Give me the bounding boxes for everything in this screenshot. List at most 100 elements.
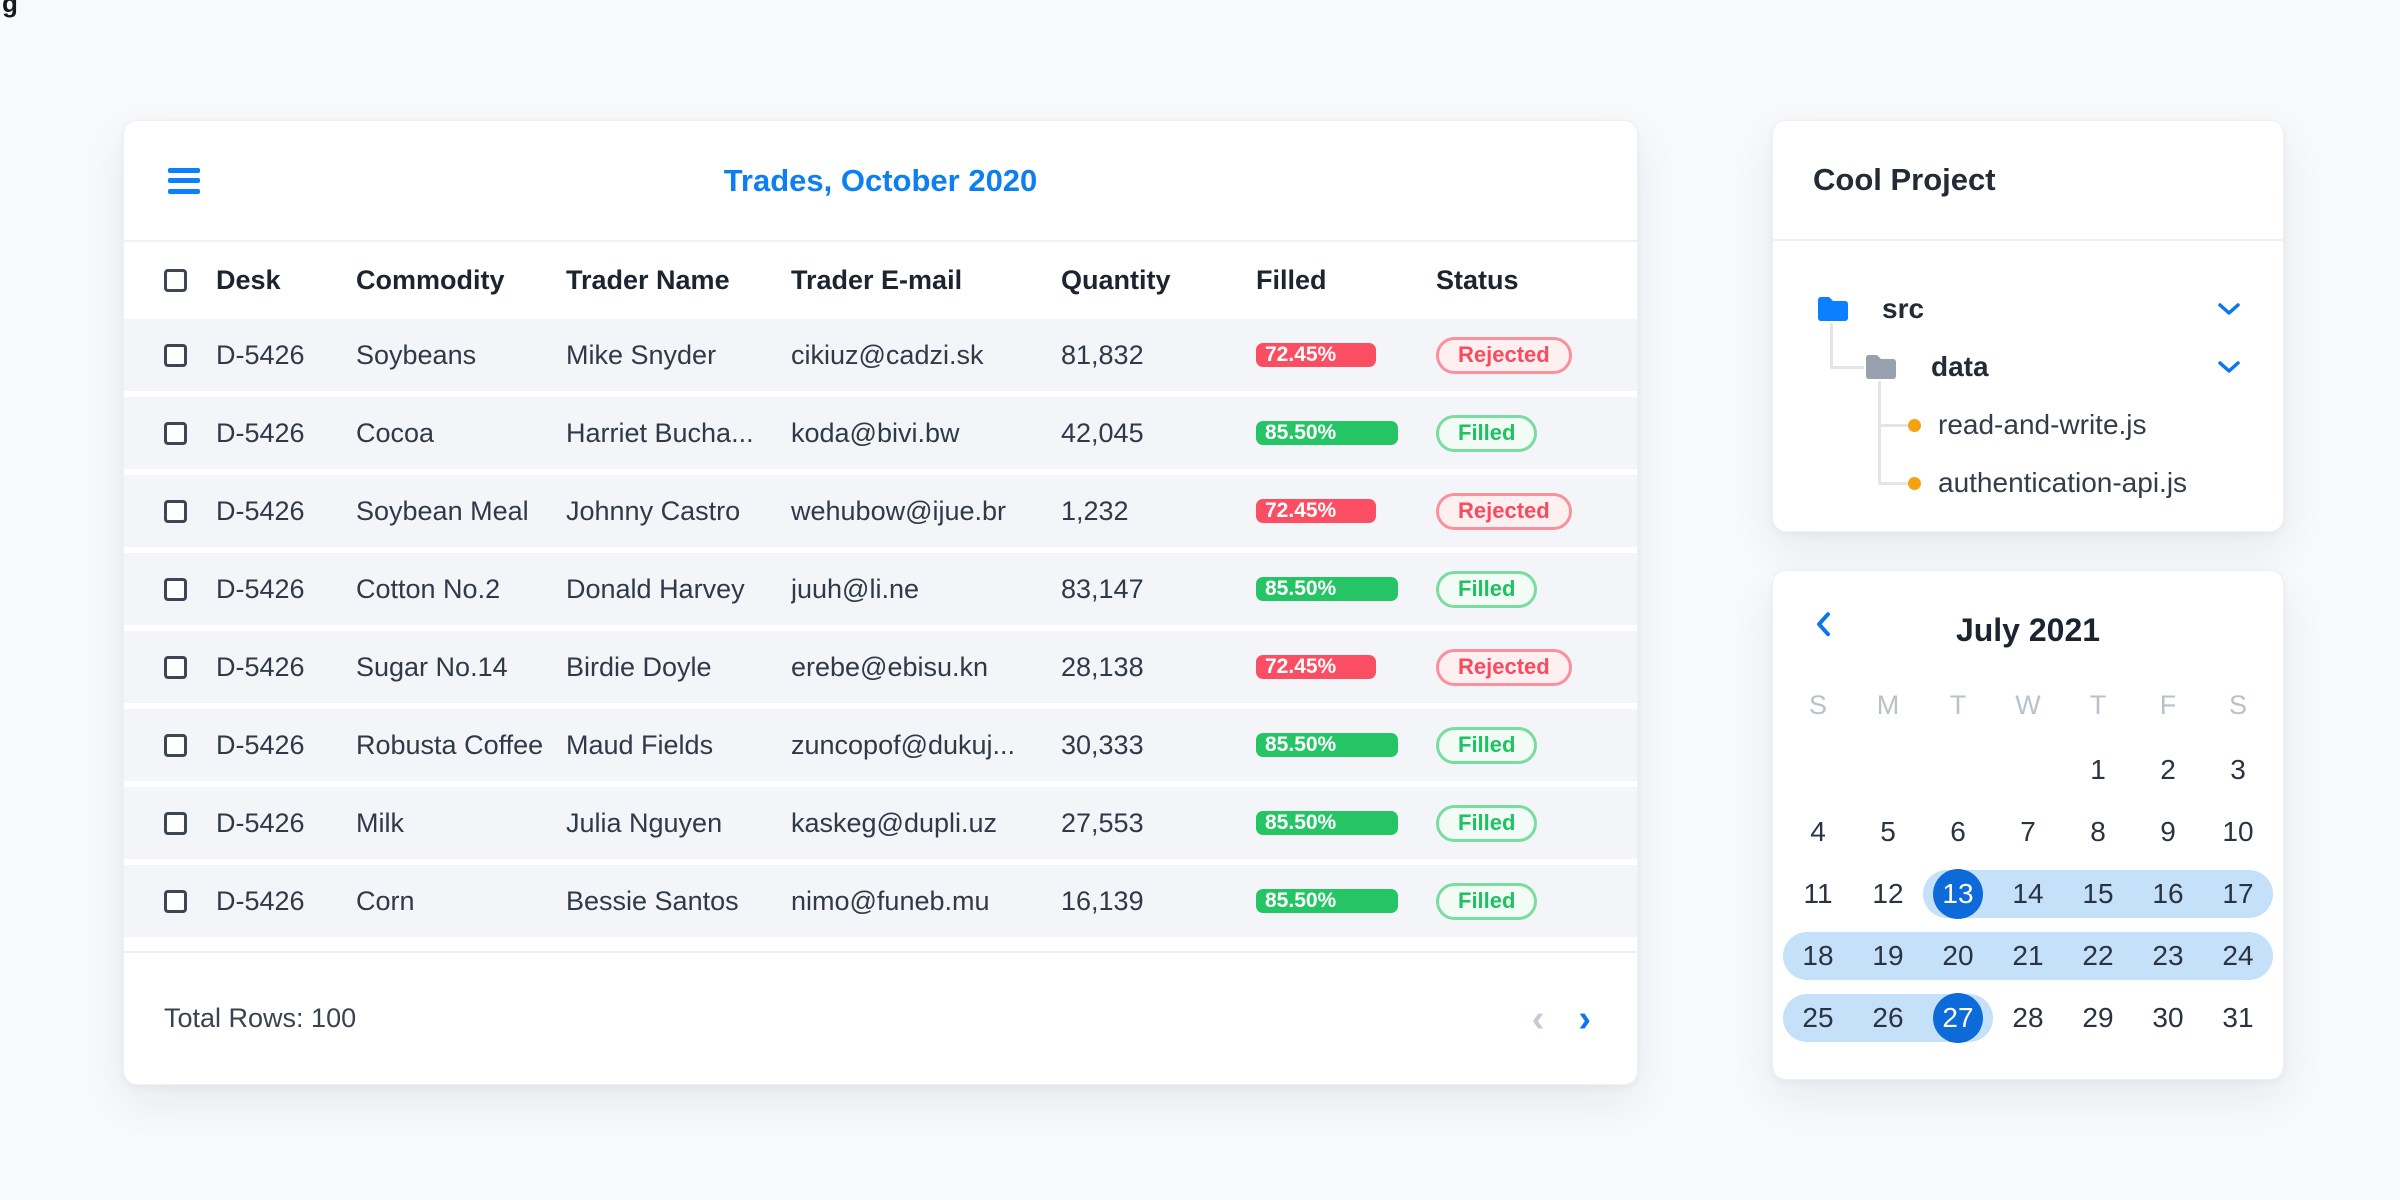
file-dot-icon [1908,418,1921,432]
calendar-day-29[interactable]: 29 [2063,987,2133,1049]
file-tree: src data read-and-write.js authenticatio… [1773,280,2283,512]
calendar-day-28[interactable]: 28 [1993,987,2063,1049]
day-number: 31 [2222,1002,2254,1033]
row-checkbox[interactable] [164,421,187,445]
weekday-label: W [2015,689,2041,720]
desk-cell: D-5426 [216,573,305,604]
calendar-day-17[interactable]: 17 [2203,863,2273,925]
calendar-day-1[interactable]: 1 [2063,739,2133,801]
table-row[interactable]: D-5426 Soybeans Mike Snyder cikiuz@cadzi… [124,319,1637,391]
calendar-day-5[interactable]: 5 [1853,801,1923,863]
filled-progress-bar: 85.50% [1256,577,1422,601]
desk-cell: D-5426 [216,651,305,682]
filled-progress-fill: 85.50% [1256,889,1398,913]
row-checkbox[interactable] [164,811,187,835]
row-checkbox[interactable] [164,343,187,367]
row-checkbox[interactable] [164,889,187,913]
calendar-day-31[interactable]: 31 [2203,987,2273,1049]
desk-cell: D-5426 [216,495,305,526]
row-checkbox[interactable] [164,499,187,523]
column-header-trader-name: Trader Name [566,265,730,295]
table-row[interactable]: D-5426 Soybean Meal Johnny Castro wehubo… [124,475,1637,547]
table-row[interactable]: D-5426 Robusta Coffee Maud Fields zuncop… [124,709,1637,781]
day-number: 12 [1872,878,1904,909]
status-badge: Rejected [1436,336,1572,374]
trader-email-cell: juuh@li.ne [791,573,919,604]
filled-progress-fill: 85.50% [1256,421,1398,445]
tree-item-file[interactable]: authentication-api.js [1773,454,2283,512]
calendar-day-3[interactable]: 3 [2203,739,2273,801]
table-row[interactable]: D-5426 Sugar No.14 Birdie Doyle erebe@eb… [124,631,1637,703]
calendar-day-7[interactable]: 7 [1993,801,2063,863]
chevron-down-icon[interactable] [2217,302,2241,316]
table-row[interactable]: D-5426 Corn Bessie Santos nimo@funeb.mu … [124,865,1637,937]
row-checkbox[interactable] [164,733,187,757]
calendar-day-20[interactable]: 20 [1923,925,1993,987]
calendar-prev-month-button[interactable] [1815,611,1831,637]
menu-icon[interactable] [168,167,200,194]
calendar-day-25[interactable]: 25 [1783,987,1853,1049]
day-number: 9 [2160,816,2176,847]
table-footer: Total Rows: 100 ‹ › [124,951,1637,1084]
calendar-day-26[interactable]: 26 [1853,987,1923,1049]
day-number: 8 [2090,816,2106,847]
tree-item-src[interactable]: src [1773,280,2283,338]
calendar-day-11[interactable]: 11 [1783,863,1853,925]
weekday-label: S [2228,689,2247,720]
day-number: 22 [2082,940,2114,971]
day-number: 25 [1802,1002,1834,1033]
select-all-checkbox[interactable] [164,269,187,292]
pagination: ‹ › [1532,1000,1591,1038]
calendar-day-12[interactable]: 12 [1853,863,1923,925]
calendar-day-15[interactable]: 15 [2063,863,2133,925]
calendar-day-8[interactable]: 8 [2063,801,2133,863]
calendar-day-24[interactable]: 24 [2203,925,2273,987]
table-row[interactable]: D-5426 Cotton No.2 Donald Harvey juuh@li… [124,553,1637,625]
calendar-day-19[interactable]: 19 [1853,925,1923,987]
calendar-week-row: 1 2 3 [1773,739,2283,801]
prev-page-button[interactable]: ‹ [1531,997,1545,1040]
quantity-cell: 27,553 [1061,807,1144,838]
column-header-commodity: Commodity [356,265,505,295]
trader-email-cell: cikiuz@cadzi.sk [791,339,984,370]
calendar-day-16[interactable]: 16 [2133,863,2203,925]
selected-day-circle: 27 [1933,993,1983,1043]
calendar-day-9[interactable]: 9 [2133,801,2203,863]
commodity-cell: Milk [356,807,404,838]
calendar-day-6[interactable]: 6 [1923,801,1993,863]
status-badge: Filled [1436,882,1538,920]
calendar-day-22[interactable]: 22 [2063,925,2133,987]
calendar-day-14[interactable]: 14 [1993,863,2063,925]
folder-icon [1816,295,1850,323]
next-page-button[interactable]: › [1578,997,1591,1040]
day-number: 4 [1810,816,1826,847]
calendar-day-10[interactable]: 10 [2203,801,2273,863]
calendar-day-2[interactable]: 2 [2133,739,2203,801]
calendar-week-row: 25 26 27 28 29 30 31 [1773,987,2283,1049]
day-number: 28 [2012,1002,2044,1033]
tree-item-file[interactable]: read-and-write.js [1773,396,2283,454]
calendar-day-23[interactable]: 23 [2133,925,2203,987]
day-number: 29 [2082,1002,2114,1033]
calendar-day-30[interactable]: 30 [2133,987,2203,1049]
calendar-day-27[interactable]: 27 [1923,987,1993,1049]
table-row[interactable]: D-5426 Cocoa Harriet Bucha... koda@bivi.… [124,397,1637,469]
tree-item-data[interactable]: data [1773,338,2283,396]
table-row[interactable]: D-5426 Milk Julia Nguyen kaskeg@dupli.uz… [124,787,1637,859]
calendar-day-18[interactable]: 18 [1783,925,1853,987]
calendar-day-13[interactable]: 13 [1923,863,1993,925]
chevron-down-icon[interactable] [2217,360,2241,374]
trader-email-cell: erebe@ebisu.kn [791,651,989,682]
calendar-day-4[interactable]: 4 [1783,801,1853,863]
calendar-week-row: 4 5 6 7 8 9 10 [1773,801,2283,863]
folder-icon [1864,353,1898,381]
row-checkbox[interactable] [164,655,187,679]
weekday-label: T [2089,689,2107,720]
trader-name-cell: Harriet Bucha... [566,417,754,448]
trader-name-cell: Maud Fields [566,729,714,760]
row-checkbox[interactable] [164,577,187,601]
filled-progress-bar: 85.50% [1256,811,1422,835]
day-number: 16 [2152,878,2184,909]
calendar-day-21[interactable]: 21 [1993,925,2063,987]
